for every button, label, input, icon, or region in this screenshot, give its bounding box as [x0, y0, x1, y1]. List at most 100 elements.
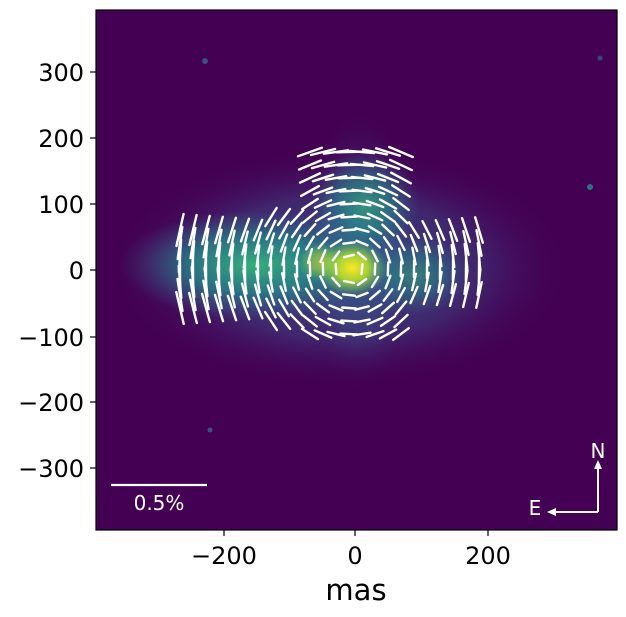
polarization-vector	[189, 278, 197, 312]
polarization-vector	[203, 266, 209, 298]
polarization-vector	[317, 288, 329, 302]
polarization-vector	[323, 162, 349, 168]
polarization-vector	[328, 304, 344, 312]
polarization-vector	[201, 214, 211, 246]
polarization-vector	[328, 226, 344, 234]
polarization-vector	[326, 200, 346, 208]
polarization-vector	[366, 316, 384, 326]
polarization-vector	[348, 149, 376, 155]
polarization-vector	[306, 247, 314, 264]
compass-east-label: E	[529, 496, 542, 520]
polarization-vector	[389, 158, 413, 172]
polarization-vector	[436, 231, 444, 255]
polarization-vector	[253, 283, 263, 307]
polarization-vector	[314, 315, 332, 327]
polarization-vector	[312, 186, 334, 196]
polarization-vector	[292, 286, 302, 304]
polarization-vector	[253, 231, 262, 255]
polarization-vector	[213, 215, 225, 245]
y-tick-label: −300	[18, 455, 84, 483]
polarization-vector	[290, 299, 304, 317]
polarization-vector	[319, 249, 327, 263]
polarization-vector	[324, 174, 348, 182]
polarization-vector	[382, 288, 394, 302]
polarization-vector	[228, 229, 236, 257]
polarization-vector	[327, 317, 345, 325]
polarization-vector	[410, 272, 418, 292]
polarization-vector	[317, 236, 329, 250]
polarization-vector	[200, 292, 212, 324]
polarization-vector	[390, 171, 412, 185]
polarization-vector	[266, 232, 276, 254]
y-tick-label: 300	[38, 59, 84, 87]
polarization-vector	[393, 209, 409, 225]
axis-ticks	[90, 71, 489, 536]
y-tick-label: 0	[69, 257, 84, 285]
polarization-vector	[316, 224, 330, 236]
polarization-vector	[309, 147, 337, 157]
polarization-vector	[378, 198, 398, 210]
polarization-vector	[313, 329, 333, 339]
polarization-vector	[187, 291, 199, 325]
polarization-vector	[364, 186, 386, 196]
polarization-vector	[319, 275, 327, 289]
polarization-vector	[422, 232, 432, 254]
polarization-vector	[435, 283, 445, 307]
polarization-vector	[398, 247, 404, 265]
polarization-vector	[299, 184, 321, 198]
faint-source	[207, 427, 213, 433]
polarization-vector	[298, 172, 322, 184]
polarization-vector	[374, 147, 402, 157]
polarization-vector	[394, 300, 408, 316]
polarization-vector	[367, 225, 383, 235]
polarization-vector	[460, 216, 472, 244]
polarization-vector	[409, 233, 419, 253]
polarization-vector	[360, 262, 364, 276]
polarization-vector	[239, 217, 251, 243]
polarization-vector	[325, 187, 347, 195]
polarization-vector	[305, 235, 315, 251]
polarization-vector	[266, 284, 276, 306]
polarization-vector	[381, 301, 395, 315]
polarization-vector	[188, 213, 198, 247]
faint-source	[587, 184, 593, 190]
polarization-vector	[268, 271, 274, 293]
polarization-vector	[326, 330, 346, 338]
polarization-vector	[278, 220, 290, 240]
polarization-vector	[265, 297, 277, 319]
polarization-vector	[340, 215, 358, 219]
polarization-vector	[334, 262, 338, 276]
polarization-vector	[377, 185, 399, 197]
polarization-vector	[437, 270, 443, 294]
polarization-vector	[475, 228, 483, 258]
polarization-vector	[301, 197, 319, 211]
polarization-vector	[342, 279, 356, 285]
polarization-vector	[276, 207, 292, 227]
polarization-vector	[392, 196, 410, 212]
polarization-vector	[229, 268, 235, 296]
y-tick-label: 200	[38, 125, 84, 153]
polarization-vector	[434, 218, 446, 242]
faint-source	[202, 58, 208, 64]
polarization-vector	[300, 327, 320, 341]
polarization-vector	[296, 146, 324, 158]
polarization-vector	[476, 267, 482, 297]
polarization-vector	[239, 295, 251, 321]
polarization-vector	[371, 249, 379, 263]
polarization-vector	[331, 250, 341, 262]
polarization-vector	[341, 306, 357, 310]
polarization-vector	[463, 268, 469, 296]
polarization-vector	[276, 311, 292, 331]
x-tick-label: 0	[347, 542, 362, 570]
polarization-vector	[380, 210, 396, 224]
polarization-vector	[379, 315, 397, 327]
polarization-vector	[303, 222, 317, 238]
polarization-vector	[213, 293, 225, 323]
polarization-vector	[304, 287, 316, 303]
polarization-vector	[350, 175, 374, 181]
polarization-vector	[341, 293, 357, 297]
polarization-vector	[353, 214, 371, 220]
polarization-vector	[396, 234, 406, 252]
polarization-vector	[331, 276, 341, 288]
polarization-vector	[342, 241, 356, 245]
